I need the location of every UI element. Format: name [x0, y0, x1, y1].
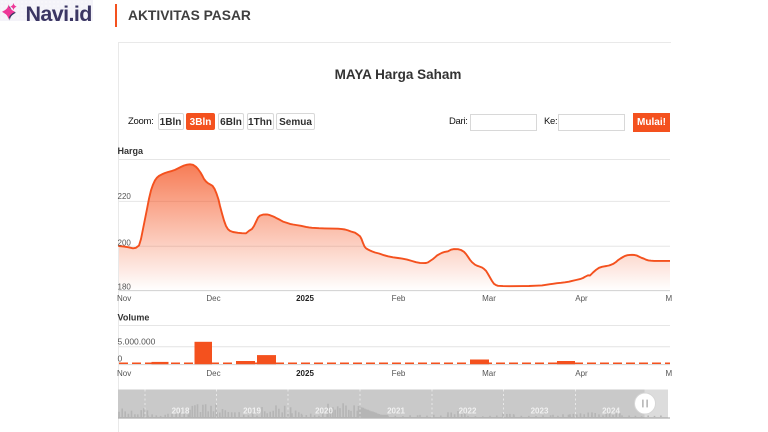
svg-text:M: M: [666, 294, 673, 303]
svg-text:220: 220: [118, 192, 132, 201]
svg-text:2025: 2025: [296, 294, 314, 303]
svg-text:2023: 2023: [531, 407, 549, 416]
svg-text:Nov: Nov: [117, 294, 131, 303]
svg-text:2020: 2020: [315, 407, 333, 416]
svg-text:Volume: Volume: [118, 313, 150, 323]
svg-text:0: 0: [118, 354, 123, 364]
svg-text:Apr: Apr: [575, 294, 588, 303]
svg-text:Harga: Harga: [118, 146, 145, 156]
svg-text:2022: 2022: [459, 407, 477, 416]
svg-text:2024: 2024: [602, 407, 620, 416]
svg-text:2021: 2021: [387, 407, 405, 416]
svg-text:Nov: Nov: [117, 369, 131, 378]
svg-text:2025: 2025: [296, 369, 314, 378]
svg-text:5.000.000: 5.000.000: [118, 337, 156, 347]
svg-text:200: 200: [118, 239, 132, 248]
svg-text:Dec: Dec: [206, 294, 220, 303]
svg-text:Apr: Apr: [575, 369, 588, 378]
svg-text:180: 180: [118, 282, 132, 291]
svg-text:M: M: [666, 369, 673, 378]
svg-text:2019: 2019: [243, 407, 261, 416]
svg-text:Feb: Feb: [392, 294, 406, 303]
svg-text:Feb: Feb: [392, 369, 406, 378]
svg-text:Dec: Dec: [206, 369, 220, 378]
svg-text:2018: 2018: [172, 407, 190, 416]
svg-text:Mar: Mar: [482, 369, 496, 378]
svg-text:Mar: Mar: [482, 294, 496, 303]
